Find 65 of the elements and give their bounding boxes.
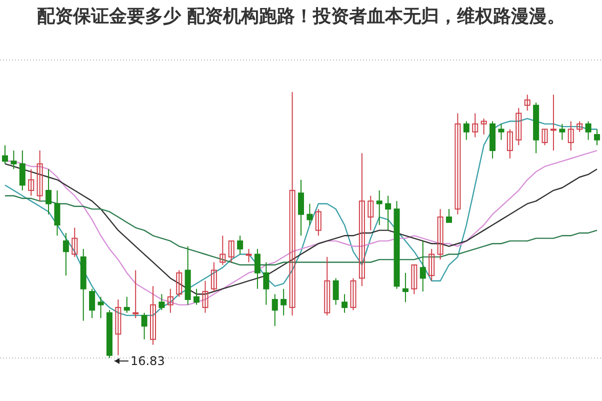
candlestick (237, 235, 244, 255)
candlestick (289, 92, 296, 316)
candlestick (516, 107, 522, 146)
candlestick (46, 168, 52, 215)
candlestick (358, 152, 365, 287)
candlestick (263, 262, 270, 306)
candlestick (306, 203, 313, 226)
candlestick (385, 195, 392, 231)
candlestick (2, 144, 8, 164)
candlestick (368, 195, 374, 231)
candlestick (480, 118, 487, 136)
candlestick (411, 264, 418, 295)
candlestick (254, 248, 260, 290)
candlestick (167, 288, 174, 314)
candlestick (115, 298, 122, 356)
candlestick (220, 235, 226, 266)
candlestick (19, 150, 26, 191)
candlestick (498, 123, 504, 140)
candlestick (506, 128, 513, 159)
candlestick (524, 94, 530, 112)
candlestick (315, 208, 322, 236)
candlestick (594, 128, 600, 146)
candlestick (332, 278, 339, 306)
candlestick (202, 280, 208, 314)
candlestick (350, 278, 356, 311)
candlestick (280, 288, 287, 316)
candlestick (150, 286, 156, 346)
candlestick (72, 227, 78, 258)
candlestick (472, 112, 478, 138)
candlestick (28, 168, 34, 196)
candlestick (54, 190, 60, 236)
candlestick (463, 120, 470, 140)
candlestick (428, 248, 435, 282)
candlestick (176, 270, 182, 298)
candlestick (272, 294, 278, 327)
candlestick (228, 240, 234, 263)
candlestick (342, 294, 348, 314)
candlestick (132, 270, 139, 319)
annotation: 16.83 (130, 354, 165, 368)
candlestick (420, 240, 426, 292)
candlestick (141, 312, 148, 340)
candlestick (246, 248, 252, 263)
candlestick (542, 128, 548, 146)
candlestick (98, 296, 104, 319)
candlestick (376, 190, 382, 226)
candlestick (124, 296, 130, 314)
candlestick (559, 123, 566, 140)
candlestick (194, 288, 200, 306)
candlestick (210, 262, 217, 292)
candlestick (437, 208, 444, 260)
candlestick (89, 288, 96, 319)
candlestick (402, 272, 408, 303)
chart-title: 配资保证金要多少 配资机构跑路！投资者血本无归，维权路漫漫。 (36, 5, 566, 29)
candlestick (62, 232, 69, 276)
candlestick (10, 150, 17, 170)
candlestick (568, 120, 574, 152)
candlestick (576, 120, 583, 132)
candlestick (446, 208, 452, 223)
candlestick (36, 150, 43, 202)
candlestick (298, 179, 304, 236)
candlestick (585, 120, 592, 140)
candlestick (550, 94, 556, 152)
candlestick (324, 256, 330, 316)
candlestick (158, 294, 165, 311)
candlestick (454, 112, 461, 215)
